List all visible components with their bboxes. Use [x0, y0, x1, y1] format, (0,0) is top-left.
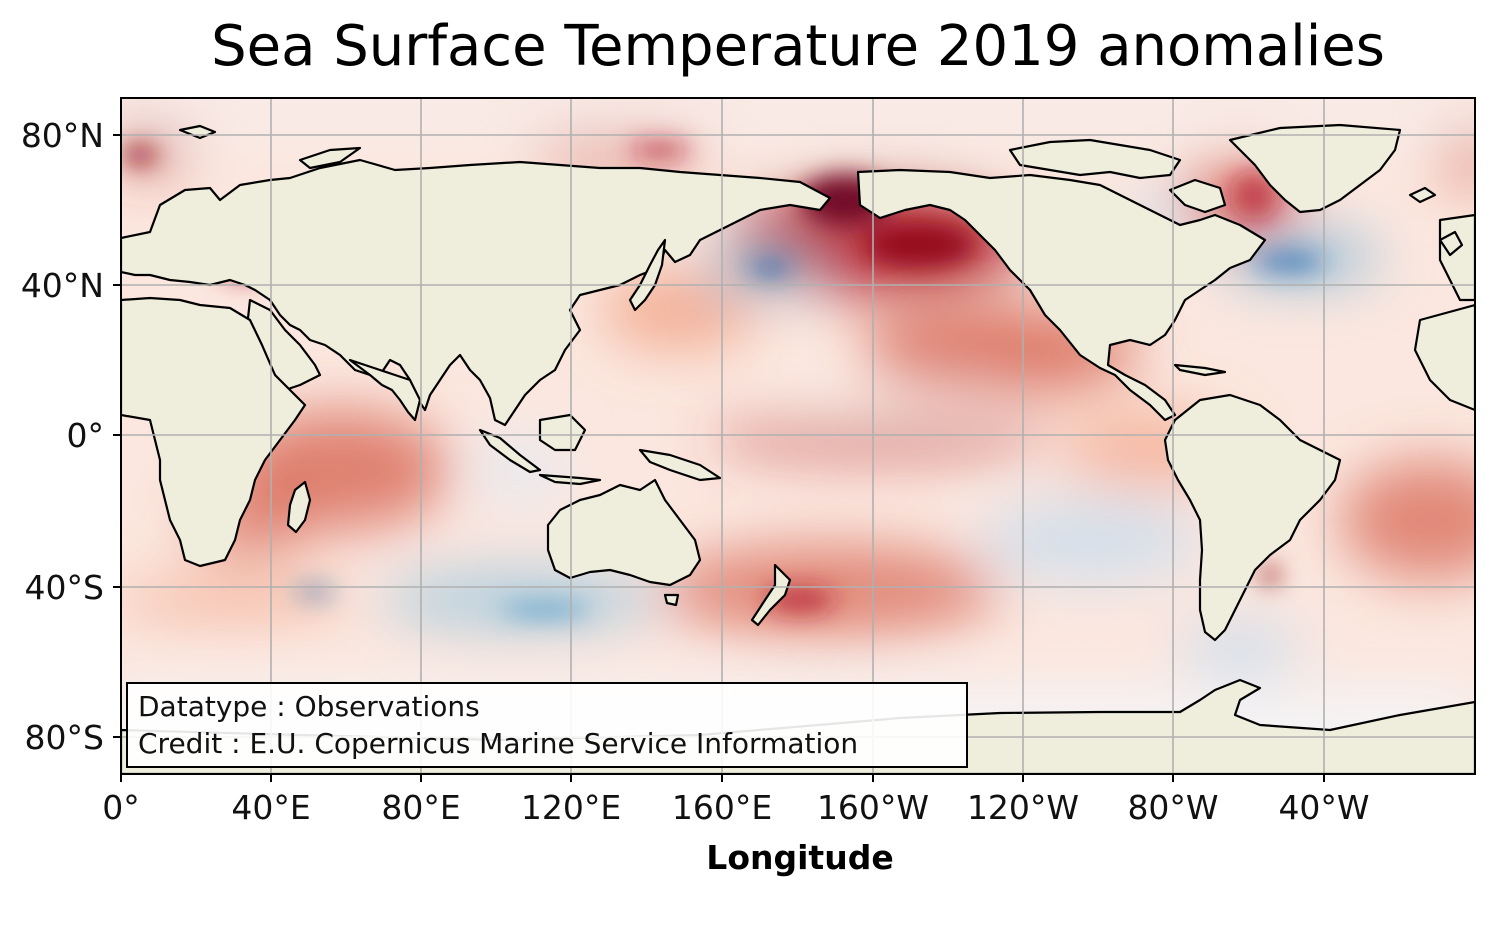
- x-tick-label: 160°W: [816, 788, 930, 827]
- datatype-text: Datatype : Observations: [138, 690, 480, 723]
- landmass-north-america: [856, 168, 1267, 422]
- y-tick-label: 80°N: [20, 116, 104, 155]
- land-masses: [121, 123, 1475, 774]
- landmass-baffin-island: [1168, 178, 1227, 214]
- x-tick-label: 80°E: [381, 788, 461, 827]
- landmass-west-africa-edge: [1413, 303, 1475, 412]
- landmass-iceland: [1408, 186, 1437, 204]
- landmass-greenland: [1228, 123, 1402, 214]
- landmass-eurasia: [121, 158, 832, 427]
- x-axis-label: Longitude: [706, 838, 894, 877]
- x-tick-label: 80°W: [1127, 788, 1219, 827]
- landmass-australia: [546, 478, 702, 587]
- landmass-indonesia-sumatra: [478, 428, 542, 474]
- tick-marks: [113, 134, 1325, 782]
- info-box: Datatype : Observations Credit : E.U. Co…: [126, 682, 968, 768]
- landmass-tasmania: [663, 593, 680, 607]
- landmass-cuba: [1173, 363, 1227, 377]
- ocean-field: [121, 98, 1475, 774]
- x-tick-label: 120°W: [966, 788, 1080, 827]
- y-tick-label: 40°S: [24, 568, 104, 607]
- credit-text: Credit : E.U. Copernicus Marine Service …: [138, 727, 859, 760]
- x-tick-label: 160°E: [671, 788, 773, 827]
- y-tick-label: 0°: [66, 416, 105, 455]
- x-tick-label: 40°E: [231, 788, 311, 827]
- landmass-new-zealand: [750, 563, 792, 627]
- x-tick-label: 0°: [102, 788, 140, 827]
- y-tick-label: 80°S: [24, 718, 104, 757]
- landmass-india: [348, 358, 422, 422]
- landmass-japan: [628, 238, 667, 312]
- landmass-novaya-zemlya: [298, 146, 362, 170]
- landmass-canadian-archipelago: [1008, 138, 1182, 180]
- y-tick-label: 40°N: [20, 266, 104, 305]
- x-tick-label: 120°E: [520, 788, 622, 827]
- map-title: Sea Surface Temperature 2019 anomalies: [211, 14, 1385, 79]
- landmass-madagascar: [286, 480, 312, 534]
- landmass-new-guinea: [638, 448, 722, 482]
- landmass-africa: [121, 296, 307, 568]
- landmass-indonesia-java: [538, 473, 602, 486]
- landmass-indonesia-borneo: [538, 413, 587, 452]
- x-tick-label: 40°W: [1278, 788, 1370, 827]
- landmass-british-isles: [1438, 230, 1464, 257]
- landmass-south-america: [1163, 393, 1342, 642]
